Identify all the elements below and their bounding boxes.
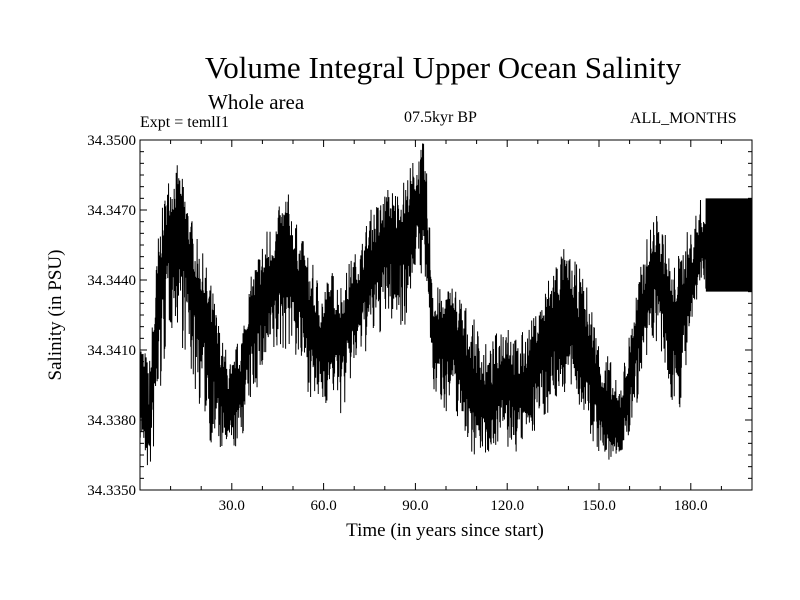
x-axis-label: Time (in years since start) bbox=[346, 520, 544, 541]
chart-title: Volume Integral Upper Ocean Salinity bbox=[204, 50, 682, 85]
chart-subtitle: Whole area bbox=[208, 90, 305, 114]
y-tick-label: 34.3500 bbox=[87, 133, 136, 149]
x-tick-label: 60.0 bbox=[310, 498, 336, 514]
experiment-label: Expt = temlI1 bbox=[140, 114, 230, 131]
y-tick-label: 34.3380 bbox=[87, 413, 136, 429]
period-label: 07.5kyr BP bbox=[404, 109, 477, 126]
x-tick-label: 30.0 bbox=[219, 498, 245, 514]
plot-frame bbox=[139, 139, 753, 491]
y-tick-label: 34.3440 bbox=[87, 273, 136, 289]
ticks-layer: 30.0 60.0 90.0 120.0 150.0 180.0 34.3350 34.338… bbox=[87, 133, 752, 514]
y-tick-label: 34.3470 bbox=[87, 203, 136, 219]
x-tick-label: 120.0 bbox=[490, 498, 524, 514]
x-tick-label: 90.0 bbox=[402, 498, 428, 514]
months-label: ALL_MONTHS bbox=[630, 110, 737, 127]
series-line-salinity bbox=[139, 143, 753, 466]
y-tick-label: 34.3350 bbox=[87, 483, 136, 499]
x-tick-label: 180.0 bbox=[674, 498, 708, 514]
x-tick-label: 150.0 bbox=[582, 498, 616, 514]
y-tick-label: 34.3410 bbox=[87, 343, 136, 359]
series-layer bbox=[139, 143, 753, 466]
